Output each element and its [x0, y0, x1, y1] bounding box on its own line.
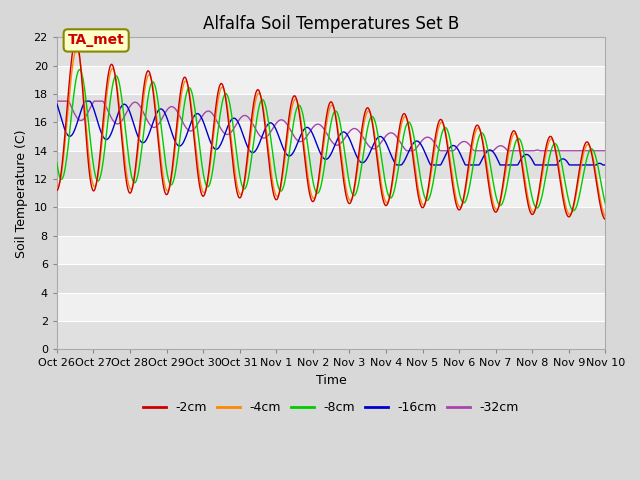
Bar [57, 151, 605, 179]
Bar [57, 321, 605, 349]
Bar [57, 293, 605, 321]
Bar [57, 207, 605, 236]
Bar [57, 37, 605, 66]
Bar [57, 264, 605, 293]
X-axis label: Time: Time [316, 374, 346, 387]
Bar [57, 66, 605, 94]
Bar [57, 122, 605, 151]
Text: TA_met: TA_met [68, 34, 125, 48]
Bar [57, 236, 605, 264]
Y-axis label: Soil Temperature (C): Soil Temperature (C) [15, 129, 28, 258]
Title: Alfalfa Soil Temperatures Set B: Alfalfa Soil Temperatures Set B [203, 15, 460, 33]
Bar [57, 179, 605, 207]
Legend: -2cm, -4cm, -8cm, -16cm, -32cm: -2cm, -4cm, -8cm, -16cm, -32cm [138, 396, 524, 419]
Bar [57, 94, 605, 122]
